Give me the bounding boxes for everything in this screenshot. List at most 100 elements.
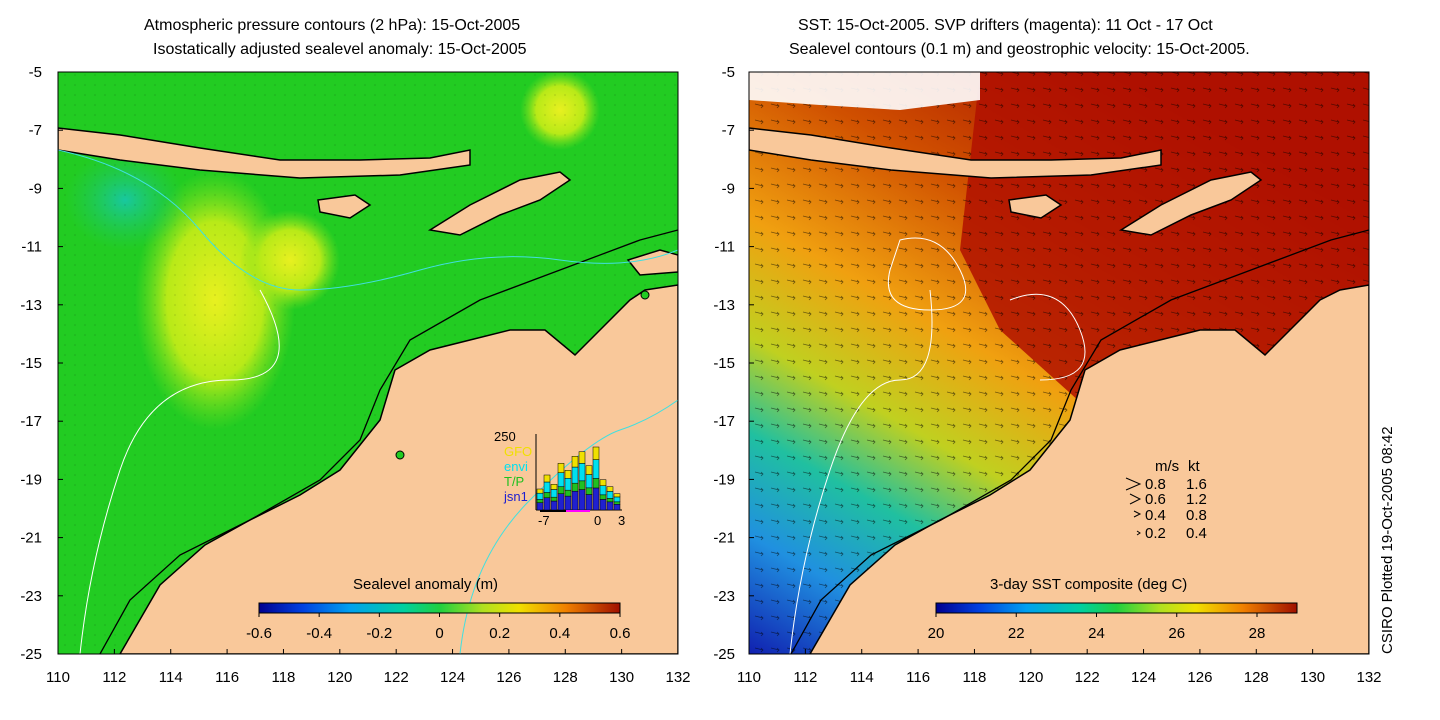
inset-bar-2-0 [550, 500, 558, 511]
inset-bar-4-0 [564, 495, 572, 511]
right-cbar-tick-4: 28 [1249, 625, 1266, 642]
left-latitude-axis: -5 -7 -9 -11 -13 -15 -17 -19 -21 -23 -25 [20, 64, 63, 663]
right-sealevel-contour-1 [789, 289, 933, 654]
right-lat-tick-9: -23 [713, 588, 735, 605]
right-lat-tick-5: -15 [713, 355, 735, 372]
left-lat-tick-4: -13 [20, 297, 42, 314]
inset-ymax-label: 250 [494, 429, 516, 444]
velocity-row-4-kt: 0.4 [1186, 525, 1207, 542]
left-lon-tick-6: 122 [384, 669, 409, 686]
velocity-row-3-ms: 0.4 [1145, 507, 1166, 524]
left-lat-tick-6: -17 [20, 413, 42, 430]
inset-bar-6-1 [578, 480, 586, 490]
left-lon-tick-0: 110 [46, 669, 70, 686]
right-latitude-axis: -5 -7 -9 -11 -13 -15 -17 -19 -21 -23 -25 [713, 64, 754, 663]
inset-bar-6-0 [578, 489, 586, 511]
left-lat-tick-0: -5 [29, 64, 42, 81]
right-lat-tick-10: -25 [713, 646, 735, 663]
right-land-islands-north [749, 127, 1162, 179]
right-cloud-mask [749, 72, 980, 110]
right-lat-tick-4: -13 [713, 297, 735, 314]
inset-bar-7-1 [585, 487, 593, 495]
inset-bar-3-2 [557, 472, 565, 487]
right-sealevel-contour-2 [888, 237, 967, 311]
left-pressure-contour-2 [79, 289, 280, 654]
velocity-legend: m/s kt 0.8 1.6 0.6 1.2 0.4 0.8 0.2 0.4 [1125, 458, 1207, 542]
inset-bar-8-0 [592, 487, 600, 511]
left-lon-tick-7: 124 [440, 669, 465, 686]
inset-bar-11-0 [613, 504, 621, 511]
velocity-row-2-kt: 1.2 [1186, 491, 1207, 508]
inset-bar-3-1 [557, 486, 565, 494]
velocity-header-ms: m/s [1155, 458, 1179, 475]
right-lat-tick-1: -7 [722, 122, 735, 139]
left-lon-tick-10: 130 [609, 669, 634, 686]
inset-bar-8-3 [592, 446, 600, 460]
left-lon-tick-11: 132 [665, 669, 690, 686]
inset-bar-11-1 [613, 501, 621, 505]
left-lon-tick-2: 114 [159, 669, 183, 686]
right-lon-tick-1: 112 [793, 669, 817, 686]
right-lat-tick-3: -11 [714, 239, 735, 256]
velocity-row-4-ms: 0.2 [1145, 525, 1166, 542]
left-title-line2: Isostatically adjusted sealevel anomaly:… [153, 41, 527, 58]
left-cbar-tick-2: -0.2 [366, 625, 392, 642]
inset-legend-tp: T/P [504, 474, 524, 489]
inset-bar-9-1 [599, 494, 607, 500]
left-cbar-tick-3: 0 [435, 625, 443, 642]
left-shelf-contour [99, 229, 678, 654]
inset-bar-8-2 [592, 459, 600, 479]
inset-bar-10-2 [606, 491, 614, 499]
left-lat-tick-8: -21 [20, 530, 42, 547]
right-cbar-tick-3: 26 [1168, 625, 1185, 642]
left-lat-tick-1: -7 [29, 122, 42, 139]
left-lat-tick-7: -19 [20, 471, 42, 488]
right-lat-tick-6: -17 [713, 413, 735, 430]
inset-bar-4-3 [564, 470, 572, 479]
left-station-marker-1 [395, 450, 405, 460]
velocity-arrow-0.2 [1136, 530, 1141, 536]
left-longitude-axis: 110 112 114 116 118 120 122 124 126 128 130 132 [46, 649, 691, 686]
inset-bar-10-0 [606, 501, 614, 511]
right-cbar-tick-2: 24 [1088, 625, 1105, 642]
left-lat-tick-3: -11 [21, 239, 42, 256]
inset-bar-7-3 [585, 465, 593, 475]
velocity-arrow-0.6 [1129, 493, 1142, 505]
velocity-row-3-kt: 0.8 [1186, 507, 1207, 524]
inset-bar-6-3 [578, 451, 586, 464]
inset-bar-10-1 [606, 498, 614, 503]
inset-bar-3-3 [557, 463, 565, 473]
left-lat-tick-10: -25 [20, 646, 42, 663]
left-station-marker-2 [640, 290, 650, 300]
right-cbar-tick-1: 22 [1008, 625, 1025, 642]
inset-bar-10-3 [606, 486, 614, 492]
left-cbar-tick-6: 0.6 [610, 625, 631, 642]
right-lon-tick-0: 110 [737, 669, 761, 686]
left-lon-tick-3: 116 [215, 669, 239, 686]
left-lat-tick-2: -9 [29, 180, 42, 197]
inset-bar-2-3 [550, 484, 558, 490]
inset-xtick-1: -7 [538, 513, 550, 528]
inset-bar-9-3 [599, 479, 607, 486]
right-longitude-axis: 110 112 114 116 118 120 122 124 126 128 130 132 [737, 649, 1382, 686]
inset-bar-11-3 [613, 493, 621, 498]
right-lon-tick-9: 128 [1244, 669, 1269, 686]
right-cbar-tick-0: 20 [928, 625, 945, 642]
velocity-row-1-kt: 1.6 [1186, 476, 1207, 493]
left-colorbar-ticks: -0.6 -0.4 -0.2 0 0.2 0.4 0.6 [246, 613, 630, 642]
right-lon-tick-7: 124 [1131, 669, 1156, 686]
right-lon-tick-3: 116 [906, 669, 930, 686]
inset-bar-11-2 [613, 496, 621, 503]
velocity-header-kt: kt [1188, 458, 1201, 475]
right-lon-tick-10: 130 [1300, 669, 1325, 686]
right-shelf-contour [790, 229, 1369, 654]
inset-bar-1-3 [543, 474, 551, 483]
left-title-line1: Atmospheric pressure contours (2 hPa): 1… [144, 17, 521, 34]
right-lon-tick-6: 122 [1075, 669, 1100, 686]
inset-bar-1-1 [543, 492, 551, 498]
right-sealevel-contour-3 [1009, 293, 1086, 381]
inset-legend-gfo: GFO [504, 444, 532, 459]
velocity-arrow-0.8 [1125, 477, 1142, 491]
inset-bar-1-2 [543, 481, 551, 493]
